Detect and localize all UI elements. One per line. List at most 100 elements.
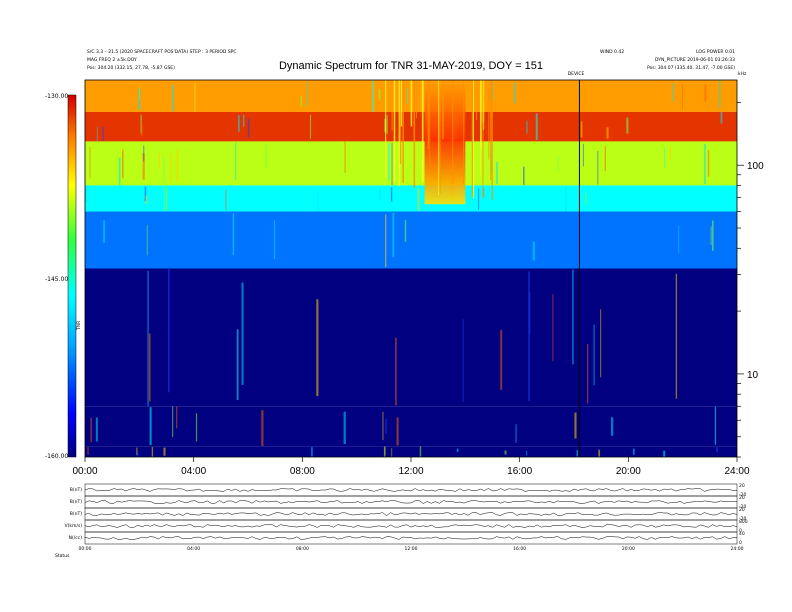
spectrum-streak [391, 142, 393, 186]
header-right-line-1: WIND 0.42 [600, 49, 624, 55]
spectrum-streak [580, 121, 583, 138]
spectrum-streak [176, 406, 178, 429]
spectrum-streak [169, 152, 172, 182]
param-panel-range-max: 20 [739, 507, 745, 513]
spectrum-streak [85, 185, 87, 202]
param-panel [84, 531, 738, 545]
spectrum-streak [565, 186, 567, 212]
param-panel-range-max: 800 [739, 519, 748, 525]
spectrum-streak [532, 241, 535, 261]
spectrum-streak [142, 153, 145, 180]
burst-streak [413, 80, 416, 188]
spectrum-streak [478, 188, 480, 210]
x-tick-label: 08:00 [290, 466, 315, 477]
spectrum-streak [193, 83, 197, 112]
spectrum-streak [143, 145, 145, 162]
spectrum-streak [419, 446, 422, 457]
param-trace [84, 500, 738, 504]
burst-streak [398, 80, 400, 187]
spectrum-streak [584, 192, 587, 206]
spectrum-streak [391, 448, 393, 457]
spectrum-streak [167, 268, 170, 393]
spectrum-streak [600, 309, 602, 378]
spectrum-streak [714, 406, 717, 445]
spectrum-streak [241, 282, 244, 385]
burst-streak [442, 80, 444, 140]
chart-title: Dynamic Spectrum for TNR 31-MAY-2019, DO… [279, 60, 543, 72]
parameter-panels: B(nT)20-20B(nT)20-20B(nT)20-20V(km/s)800… [65, 483, 748, 546]
y-tick-label: 10 [747, 370, 759, 381]
spectrum-streak [136, 451, 139, 457]
spectrum-streak [572, 269, 574, 365]
burst-streak [400, 80, 403, 127]
header-right-line-3: DYN_PICTURE 2019-06-01 03:26:33 [655, 57, 735, 63]
spectrum-streak [140, 114, 142, 134]
param-panel-range-min: -20 [739, 516, 746, 522]
header-left-line-1: S/C 3.3 – 21.5 (2020 SPACECRAFT POS'DATA… [87, 49, 237, 55]
spectrum-streak [102, 126, 104, 141]
header-right-line-4: Pos: 304.07 (335.40, 31.47, -7.00 GSE) [647, 65, 735, 71]
burst-streak [399, 80, 402, 165]
spectrum-streak [610, 417, 614, 436]
colorbar-tick-top: -130.00 [45, 93, 68, 100]
spectrum-streak [136, 447, 138, 456]
panel-time-label: 16:00 [513, 546, 526, 552]
burst-streak [472, 80, 474, 200]
footer-label: Status [55, 553, 70, 559]
header-right-line-2: LOG POWER 0.01 [696, 49, 735, 55]
spectrum-streak [316, 299, 319, 397]
spectrogram [85, 80, 737, 457]
spectrum-streak [383, 446, 386, 457]
param-panel-range-max: 40 [739, 531, 745, 537]
burst-streak [463, 80, 465, 185]
spectrum-band [85, 185, 737, 212]
spectrum-streak [103, 220, 106, 243]
param-panel-label: N(/cc) [69, 535, 83, 541]
spectrum-streak [146, 225, 148, 256]
spectrum-streak [682, 84, 683, 110]
spectrum-streak [139, 85, 140, 100]
spectrum-streak [148, 333, 151, 402]
spectrum-streak [385, 418, 387, 434]
spectrum-streak [587, 343, 589, 404]
spectrum-streak [390, 187, 393, 202]
spectrum-streak [720, 112, 723, 124]
spectrum-streak [719, 80, 721, 109]
spectrum-streak [265, 144, 268, 168]
spectrum-streak [235, 142, 237, 180]
radio-burst-streaks [385, 80, 493, 201]
header-right: WIND 0.42 LOG POWER 0.01 DYN_PICTURE 201… [600, 49, 735, 71]
spectrum-streak [243, 114, 245, 127]
param-panel-range-min: 0 [739, 528, 742, 534]
param-trace [84, 536, 738, 540]
x-tick-label: 00:00 [72, 466, 97, 477]
panel-time-label: 12:00 [405, 546, 418, 552]
spectrum-streak [158, 152, 160, 170]
spectrum-streak [176, 149, 179, 183]
spectrum-streak [504, 450, 507, 455]
spectrum-streak [96, 126, 98, 142]
spectrum-streak [606, 127, 609, 139]
burst-streak [490, 80, 492, 119]
spectrum-streak [626, 117, 629, 134]
panel-time-axis: 00:00 04:00 08:00 12:00 16:00 20:00 24:00 [79, 546, 744, 552]
spectrum-streak [89, 147, 91, 179]
spectrum-streak [378, 188, 381, 202]
spectrum-bands [85, 80, 737, 457]
spectrum-streak [490, 144, 493, 172]
spectrum-streak [407, 87, 408, 104]
param-panel-range-min: 0 [739, 540, 742, 546]
param-panel-range-max: 20 [739, 483, 745, 489]
spectrum-streak [122, 149, 124, 179]
spectrum-streak [513, 82, 516, 104]
spectrum-streak [496, 161, 498, 185]
y-tick-label: 100 [747, 161, 764, 172]
spectrum-streak [482, 187, 485, 198]
x-axis: 00:00 04:00 08:00 12:00 16:00 20:00 24:00 [72, 457, 750, 477]
spectrum-streak [576, 449, 578, 457]
spectrum-streak [195, 413, 198, 442]
spectrum-streak [273, 220, 276, 260]
spectrum-streak [87, 447, 89, 455]
spectrum-streak [344, 141, 346, 173]
spectrum-streak [300, 95, 303, 107]
